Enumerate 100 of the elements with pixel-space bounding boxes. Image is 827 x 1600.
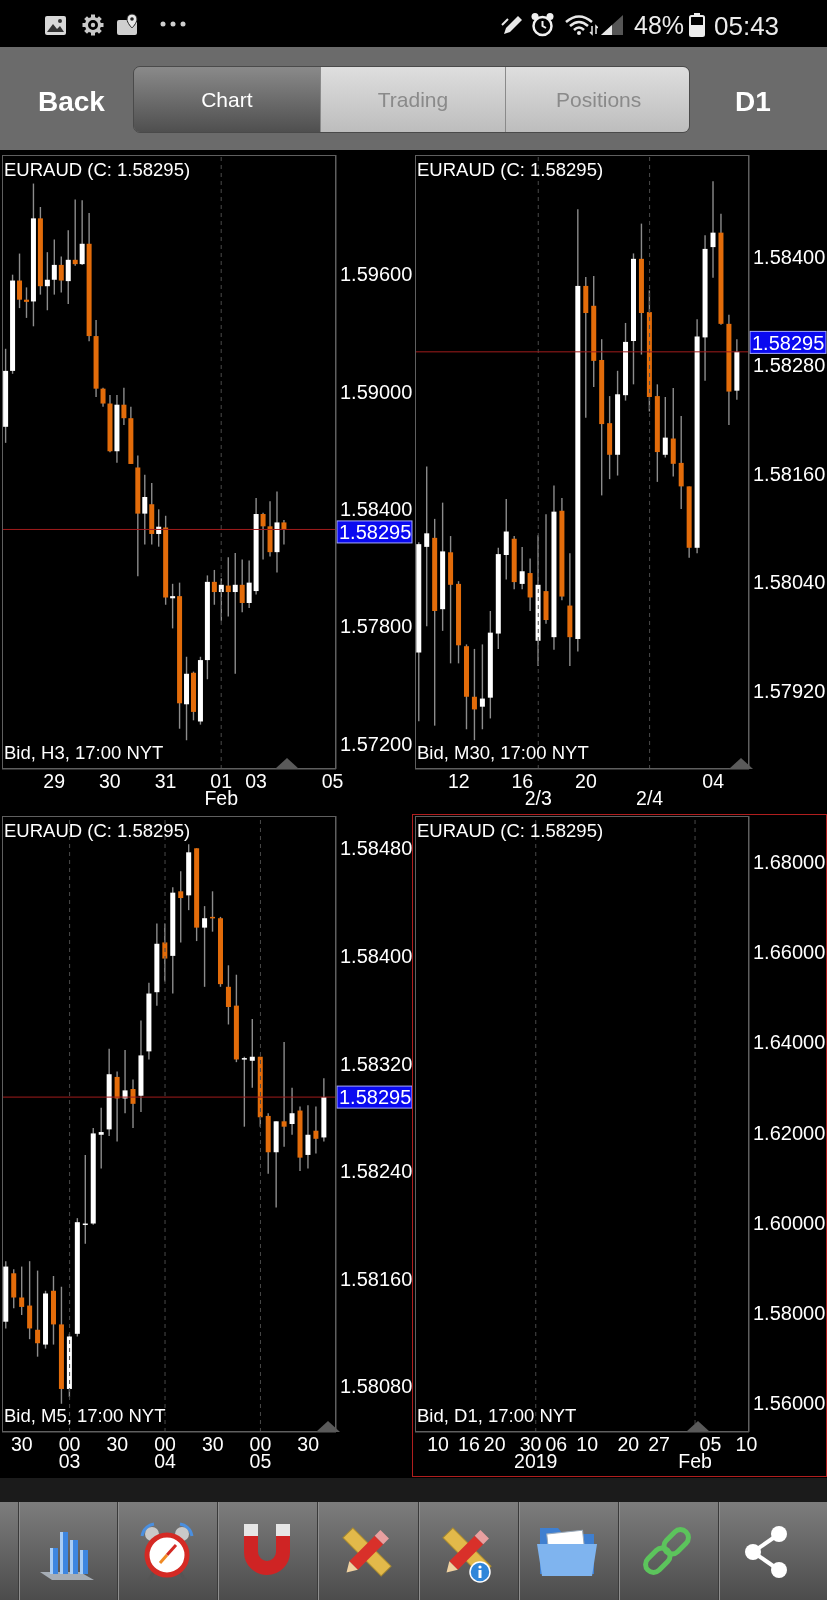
y-tick-label: 1.60000 bbox=[753, 1211, 826, 1234]
y-tick-label: 1.58280 bbox=[753, 354, 826, 377]
x-tick-label: 30 bbox=[519, 1432, 542, 1455]
x-tick-label: 29 bbox=[43, 769, 66, 792]
y-tick-label: 1.58400 bbox=[753, 246, 826, 269]
candlestick bbox=[51, 238, 57, 296]
x-tick-label: 04 bbox=[702, 769, 725, 792]
text: Trading bbox=[377, 87, 449, 112]
candlestick bbox=[241, 1056, 247, 1128]
x-tick-label: 03 bbox=[245, 769, 267, 792]
y-tick-label: 1.57800 bbox=[340, 615, 413, 638]
x-tick-label: 01 Feb bbox=[204, 769, 239, 809]
annotation: Bid, M30, 17:00 NYT bbox=[417, 742, 589, 763]
candlestick bbox=[471, 648, 477, 741]
x-tick-label: 06 bbox=[545, 1432, 568, 1455]
ref-line-label: 1.58295 bbox=[339, 521, 412, 544]
candlestick bbox=[249, 1018, 255, 1089]
candlestick bbox=[289, 1086, 295, 1136]
candlestick bbox=[17, 252, 23, 309]
candlestick bbox=[519, 546, 525, 591]
candlestick bbox=[211, 569, 217, 606]
y-tick-label: 1.66000 bbox=[753, 941, 826, 964]
candlestick bbox=[19, 1265, 25, 1316]
text: Positions bbox=[556, 87, 642, 112]
candlestick bbox=[142, 474, 148, 546]
y-tick-label: 1.62000 bbox=[753, 1121, 826, 1144]
y-tick-label: 1.58400 bbox=[340, 498, 413, 521]
y-tick-label: 1.64000 bbox=[753, 1031, 826, 1054]
x-tick-label: 16 bbox=[458, 1432, 480, 1455]
candlestick bbox=[305, 1104, 311, 1170]
text: 05:43 bbox=[714, 11, 780, 41]
candlestick bbox=[58, 255, 64, 294]
candlestick bbox=[239, 558, 245, 614]
y-tick-label: 1.58040 bbox=[753, 571, 826, 594]
candlestick bbox=[100, 386, 106, 408]
x-tick-label: 20 bbox=[575, 769, 597, 792]
y-tick-label: 1.57200 bbox=[340, 732, 413, 755]
x-tick-label: 12 bbox=[447, 769, 470, 792]
candlestick bbox=[65, 229, 71, 305]
chart-title: EURAUD (C: 1.58295) bbox=[417, 159, 604, 180]
y-tick-label: 1.58480 bbox=[340, 837, 413, 860]
candlestick bbox=[246, 559, 252, 609]
annotation: Bid, H3, 17:00 NYT bbox=[4, 742, 164, 763]
chart-title: EURAUD (C: 1.58295) bbox=[4, 159, 191, 180]
x-tick-label: 00 05 bbox=[249, 1432, 272, 1472]
candlestick bbox=[503, 498, 509, 581]
text: Chart bbox=[201, 87, 253, 112]
chart-title: EURAUD (C: 1.58295) bbox=[417, 820, 604, 841]
candlestick bbox=[678, 415, 684, 510]
x-tick-label: 30 bbox=[106, 1432, 129, 1455]
candlestick bbox=[479, 643, 485, 730]
candlestick bbox=[281, 1041, 287, 1148]
y-tick-label: 1.58400 bbox=[340, 944, 413, 967]
candlestick bbox=[281, 519, 287, 546]
candlestick bbox=[79, 199, 85, 266]
x-tick-label: 10 bbox=[427, 1432, 450, 1455]
candlestick bbox=[232, 552, 238, 675]
chart-title: EURAUD (C: 1.58295) bbox=[4, 820, 191, 841]
candlestick bbox=[178, 870, 184, 944]
x-tick-label: 20 bbox=[617, 1432, 640, 1455]
candlestick bbox=[72, 198, 78, 267]
x-tick-label: 00 04 bbox=[154, 1432, 177, 1472]
candlestick bbox=[225, 964, 231, 1026]
x-tick-label: 05 bbox=[321, 769, 344, 792]
text: D1 bbox=[735, 86, 771, 117]
ref-line-label: 1.58295 bbox=[752, 331, 825, 354]
candlestick bbox=[313, 1105, 319, 1155]
x-tick-label: 10 bbox=[735, 1432, 758, 1455]
candlestick bbox=[225, 556, 231, 618]
annotation: Bid, D1, 17:00 NYT bbox=[417, 1405, 577, 1426]
candlestick bbox=[260, 512, 266, 561]
y-tick-label: 1.56000 bbox=[753, 1392, 826, 1415]
candlestick bbox=[35, 1269, 41, 1358]
x-tick-label: 00 03 bbox=[58, 1432, 81, 1472]
x-tick-label: 20 bbox=[483, 1432, 506, 1455]
y-tick-label: 1.57920 bbox=[753, 679, 826, 702]
ref-line-label: 1.58295 bbox=[339, 1086, 412, 1109]
x-tick-label: 2/4 bbox=[636, 786, 664, 809]
y-tick-label: 1.59600 bbox=[340, 263, 413, 286]
candlestick bbox=[44, 251, 50, 311]
x-tick-label: 30 bbox=[297, 1432, 320, 1455]
text: 48% bbox=[634, 11, 685, 39]
x-tick-label: 30 bbox=[11, 1432, 33, 1455]
candlestick bbox=[662, 396, 668, 459]
x-tick-label: 30 bbox=[99, 769, 121, 792]
y-tick-label: 1.68000 bbox=[753, 851, 826, 874]
y-tick-label: 1.58320 bbox=[340, 1052, 413, 1075]
y-tick-label: 1.59000 bbox=[340, 380, 413, 403]
text: Back bbox=[38, 86, 105, 117]
y-tick-label: 1.58160 bbox=[340, 1267, 413, 1290]
y-tick-label: 1.58240 bbox=[340, 1160, 413, 1183]
x-tick-label: 16 bbox=[511, 769, 534, 792]
candlestick bbox=[98, 1107, 104, 1170]
y-tick-label: 1.58000 bbox=[753, 1302, 826, 1325]
candlestick bbox=[424, 465, 430, 628]
y-tick-label: 1.58080 bbox=[340, 1375, 413, 1398]
annotation: Bid, M5, 17:00 NYT bbox=[4, 1405, 166, 1426]
x-tick-label: 27 bbox=[648, 1432, 670, 1455]
candlestick bbox=[170, 583, 176, 630]
y-tick-label: 1.58160 bbox=[753, 462, 826, 485]
